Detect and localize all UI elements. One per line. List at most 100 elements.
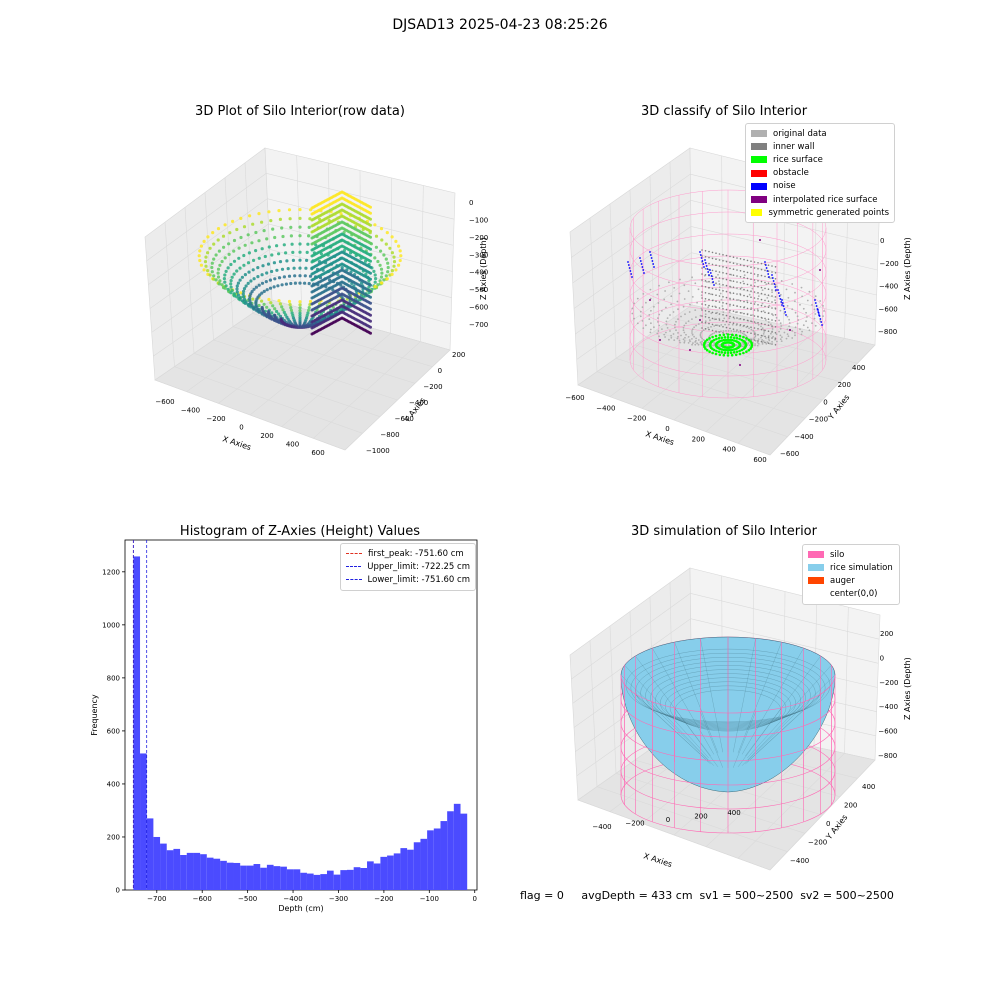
noise-point: [771, 274, 773, 276]
x-tick-label: −200: [374, 895, 393, 903]
rice-surface-point: [724, 338, 728, 342]
original-point: [757, 295, 760, 297]
data-point: [369, 283, 372, 287]
inner-wall-point: [753, 339, 756, 341]
data-point: [289, 225, 293, 229]
original-point: [766, 341, 769, 343]
inner-wall-point: [722, 326, 724, 328]
surface-mesh-line: [747, 665, 832, 759]
data-point: [398, 258, 402, 263]
noise-point: [703, 266, 705, 268]
inner-wall-point: [753, 303, 756, 305]
original-point: [779, 322, 782, 325]
histogram-bar: [220, 860, 227, 890]
original-point: [791, 337, 794, 339]
original-point: [650, 309, 652, 312]
inner-wall-point: [701, 273, 703, 275]
data-point: [397, 244, 401, 248]
histogram-bar: [320, 874, 327, 890]
data-point: [273, 235, 277, 240]
original-point: [761, 343, 764, 345]
inner-wall-point: [774, 338, 777, 340]
grid-line: [149, 223, 453, 309]
data-point: [238, 278, 242, 282]
original-point: [727, 329, 730, 332]
original-point: [814, 313, 817, 315]
original-point: [805, 311, 807, 314]
original-point: [750, 328, 753, 331]
inner-wall-point: [746, 289, 749, 292]
inner-wall-point: [767, 330, 770, 333]
original-point: [788, 318, 790, 321]
original-point: [811, 322, 813, 324]
original-point: [723, 317, 726, 320]
rice-surface-point: [717, 350, 721, 354]
original-point: [730, 330, 733, 332]
data-point: [278, 302, 282, 306]
y-tick-label: 200: [838, 381, 851, 389]
inner-wall-point: [757, 328, 759, 330]
data-point: [298, 314, 302, 318]
inner-wall-point: [743, 276, 745, 279]
data-point: [222, 277, 226, 281]
inner-wall-point: [774, 308, 777, 310]
original-point: [685, 333, 687, 336]
inner-wall-point: [764, 323, 766, 326]
original-point: [665, 323, 668, 326]
original-point: [760, 336, 762, 339]
inner-wall-point: [767, 282, 770, 285]
y-tick-label: −600: [780, 450, 799, 458]
inner-wall-point: [760, 340, 763, 343]
grid-line: [571, 593, 880, 680]
original-point: [710, 293, 712, 296]
rice-surface-point: [738, 337, 741, 341]
original-point: [691, 338, 693, 340]
inner-wall-point: [708, 256, 710, 259]
data-point: [307, 281, 311, 286]
data-point: [264, 280, 268, 284]
original-point: [649, 288, 652, 291]
x-tick-label: 0: [666, 816, 670, 824]
inner-wall-point: [704, 255, 707, 258]
y-tick-label: 0: [826, 820, 830, 828]
inner-wall-point: [732, 274, 735, 277]
inner-wall-point: [739, 318, 742, 320]
original-point: [707, 341, 710, 344]
data-point: [385, 231, 389, 235]
inner-wall-point: [750, 266, 752, 269]
inner-wall-point: [746, 259, 749, 262]
data-point: [290, 311, 294, 315]
data-point: [254, 249, 258, 253]
inner-wall-point: [760, 292, 763, 295]
data-point: [273, 307, 277, 311]
data-point: [202, 239, 206, 243]
noise-point: [777, 292, 780, 294]
inner-wall-point: [718, 259, 721, 261]
original-point: [684, 313, 686, 316]
original-point: [642, 293, 645, 295]
inner-wall-point: [729, 297, 731, 300]
legend-label: noise: [773, 181, 796, 192]
original-point: [740, 344, 743, 346]
original-point: [691, 332, 693, 334]
rice-surface-point: [742, 351, 745, 355]
data-point: [235, 227, 239, 232]
histogram-bar: [140, 753, 147, 890]
legend-label: symmetric generated points: [768, 207, 889, 218]
original-point: [720, 324, 723, 326]
inner-wall-point: [753, 297, 756, 299]
inner-wall-point: [722, 266, 724, 268]
original-point: [658, 324, 661, 327]
data-point: [216, 267, 221, 271]
original-point: [657, 330, 660, 332]
data-point: [226, 266, 230, 270]
original-point: [673, 339, 676, 341]
z-tick-label: −200: [880, 260, 899, 268]
rice-surface-point: [711, 351, 714, 355]
noise-point: [774, 286, 777, 288]
inner-wall-point: [771, 319, 773, 321]
rice-surface-point: [726, 354, 730, 357]
data-point: [298, 216, 302, 220]
original-point: [656, 332, 659, 335]
original-point: [796, 322, 799, 325]
